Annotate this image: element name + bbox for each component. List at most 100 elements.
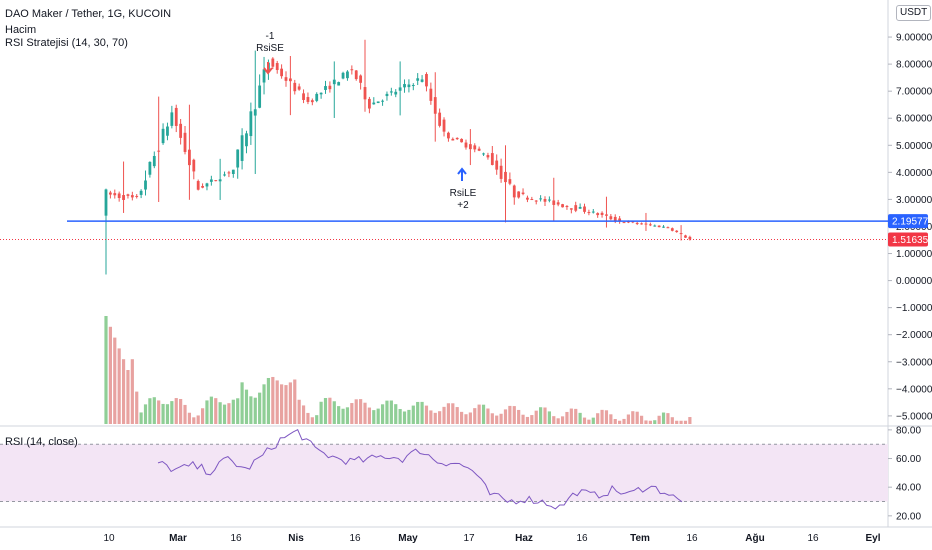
candle-body [104, 189, 108, 216]
price-tick-label: 8.00000 [896, 60, 932, 71]
candle-body [666, 227, 670, 229]
price-tick-label: 7.00000 [896, 87, 932, 98]
time-tick-label: 17 [463, 533, 475, 544]
horizontal-line-label: 2.19577 [892, 217, 929, 228]
volume-bar [587, 419, 591, 424]
candle-body [433, 97, 437, 114]
volume-bar [525, 416, 530, 424]
price-tick-label: 0.00000 [896, 276, 932, 287]
candle-body [605, 214, 608, 216]
candle-body [214, 180, 218, 182]
candle-body [403, 84, 406, 88]
time-tick-label: 16 [807, 533, 819, 544]
candle-body [341, 72, 345, 79]
volume-bar [165, 404, 170, 424]
candle-body [684, 235, 687, 238]
volume-bar [543, 407, 547, 424]
time-tick-label: May [398, 533, 418, 544]
candle-body [297, 86, 301, 90]
volume-bar [389, 400, 393, 424]
candle-body [565, 205, 569, 208]
candle-body [539, 198, 543, 200]
candle-body [495, 160, 499, 170]
long-signal-arrow [457, 167, 467, 181]
rsi-legend: RSI (14, close) [5, 436, 78, 448]
candle-body [530, 199, 534, 201]
volume-bar [429, 410, 433, 424]
volume-bar [451, 403, 455, 424]
volume-bar [653, 420, 657, 424]
short-signal-annotation: -1 RsiSE [255, 31, 285, 55]
candle-body [174, 107, 178, 126]
price-tick-label: 4.00000 [896, 168, 932, 179]
volume-bar [174, 398, 178, 424]
candle-body [218, 179, 222, 182]
volume-bar [683, 420, 688, 424]
currency-badge[interactable]: USDT [896, 5, 932, 21]
time-tick-label: Ağu [745, 533, 764, 544]
candle-body [675, 230, 679, 233]
candle-body [482, 153, 485, 155]
volume-bar [236, 398, 240, 424]
volume-bar [284, 385, 288, 424]
volume-bar [438, 411, 442, 424]
candle-body [376, 101, 380, 104]
short-signal-count: -1 [265, 31, 275, 42]
volume-bar [323, 397, 328, 424]
candle-body [512, 185, 516, 198]
candle-body [556, 202, 560, 205]
volume-bar [121, 359, 126, 424]
volume-bar [187, 412, 192, 424]
volume-bar [148, 398, 152, 424]
candle-body [679, 233, 683, 235]
volume-bar [600, 409, 604, 424]
candle-body [455, 137, 459, 140]
candle-body [442, 119, 446, 132]
candle-body [587, 212, 591, 214]
volume-bar [468, 412, 472, 424]
candles-group [104, 39, 692, 275]
volume-bar [157, 400, 161, 424]
volume-bar [113, 337, 117, 424]
volume-bar [574, 408, 578, 424]
volume-bar [306, 412, 310, 424]
candle-body [108, 192, 112, 195]
candle-body [644, 223, 648, 225]
volume-bar [552, 416, 556, 424]
volume-bar [534, 410, 538, 424]
horizontal-line-badge [888, 214, 928, 229]
candle-body [583, 206, 586, 212]
volume-bar [433, 412, 437, 424]
volume-bar [644, 420, 648, 424]
volume-bar [688, 417, 692, 424]
candle-body [468, 144, 472, 150]
volume-bar [266, 377, 271, 424]
rsi-band [0, 444, 888, 502]
volume-bar [455, 407, 459, 424]
volume-bar [209, 396, 213, 424]
candle-body [328, 85, 332, 90]
volume-bar [275, 380, 279, 424]
volume-bar [205, 400, 209, 424]
candle-body [179, 123, 183, 138]
volume-bar [376, 408, 380, 424]
candle-body [635, 222, 639, 224]
candle-body [337, 82, 341, 86]
candle-body [258, 85, 262, 108]
volume-bar [591, 417, 595, 424]
candle-body [368, 98, 371, 109]
volume-bar [301, 405, 306, 424]
volume-bar [249, 396, 253, 424]
volume-bar [569, 408, 573, 424]
volume-bar [258, 392, 262, 424]
candle-body [688, 236, 692, 240]
candle-body [596, 213, 600, 216]
candle-body [508, 179, 512, 184]
volume-bar [495, 415, 499, 424]
candle-body [477, 148, 481, 151]
candle-body [231, 169, 235, 174]
volume-bar [350, 403, 354, 424]
candle-body [152, 156, 156, 167]
volume-legend: Hacim [5, 24, 37, 36]
strategy-legend: RSI Stratejisi (14, 30, 70) [5, 37, 128, 49]
